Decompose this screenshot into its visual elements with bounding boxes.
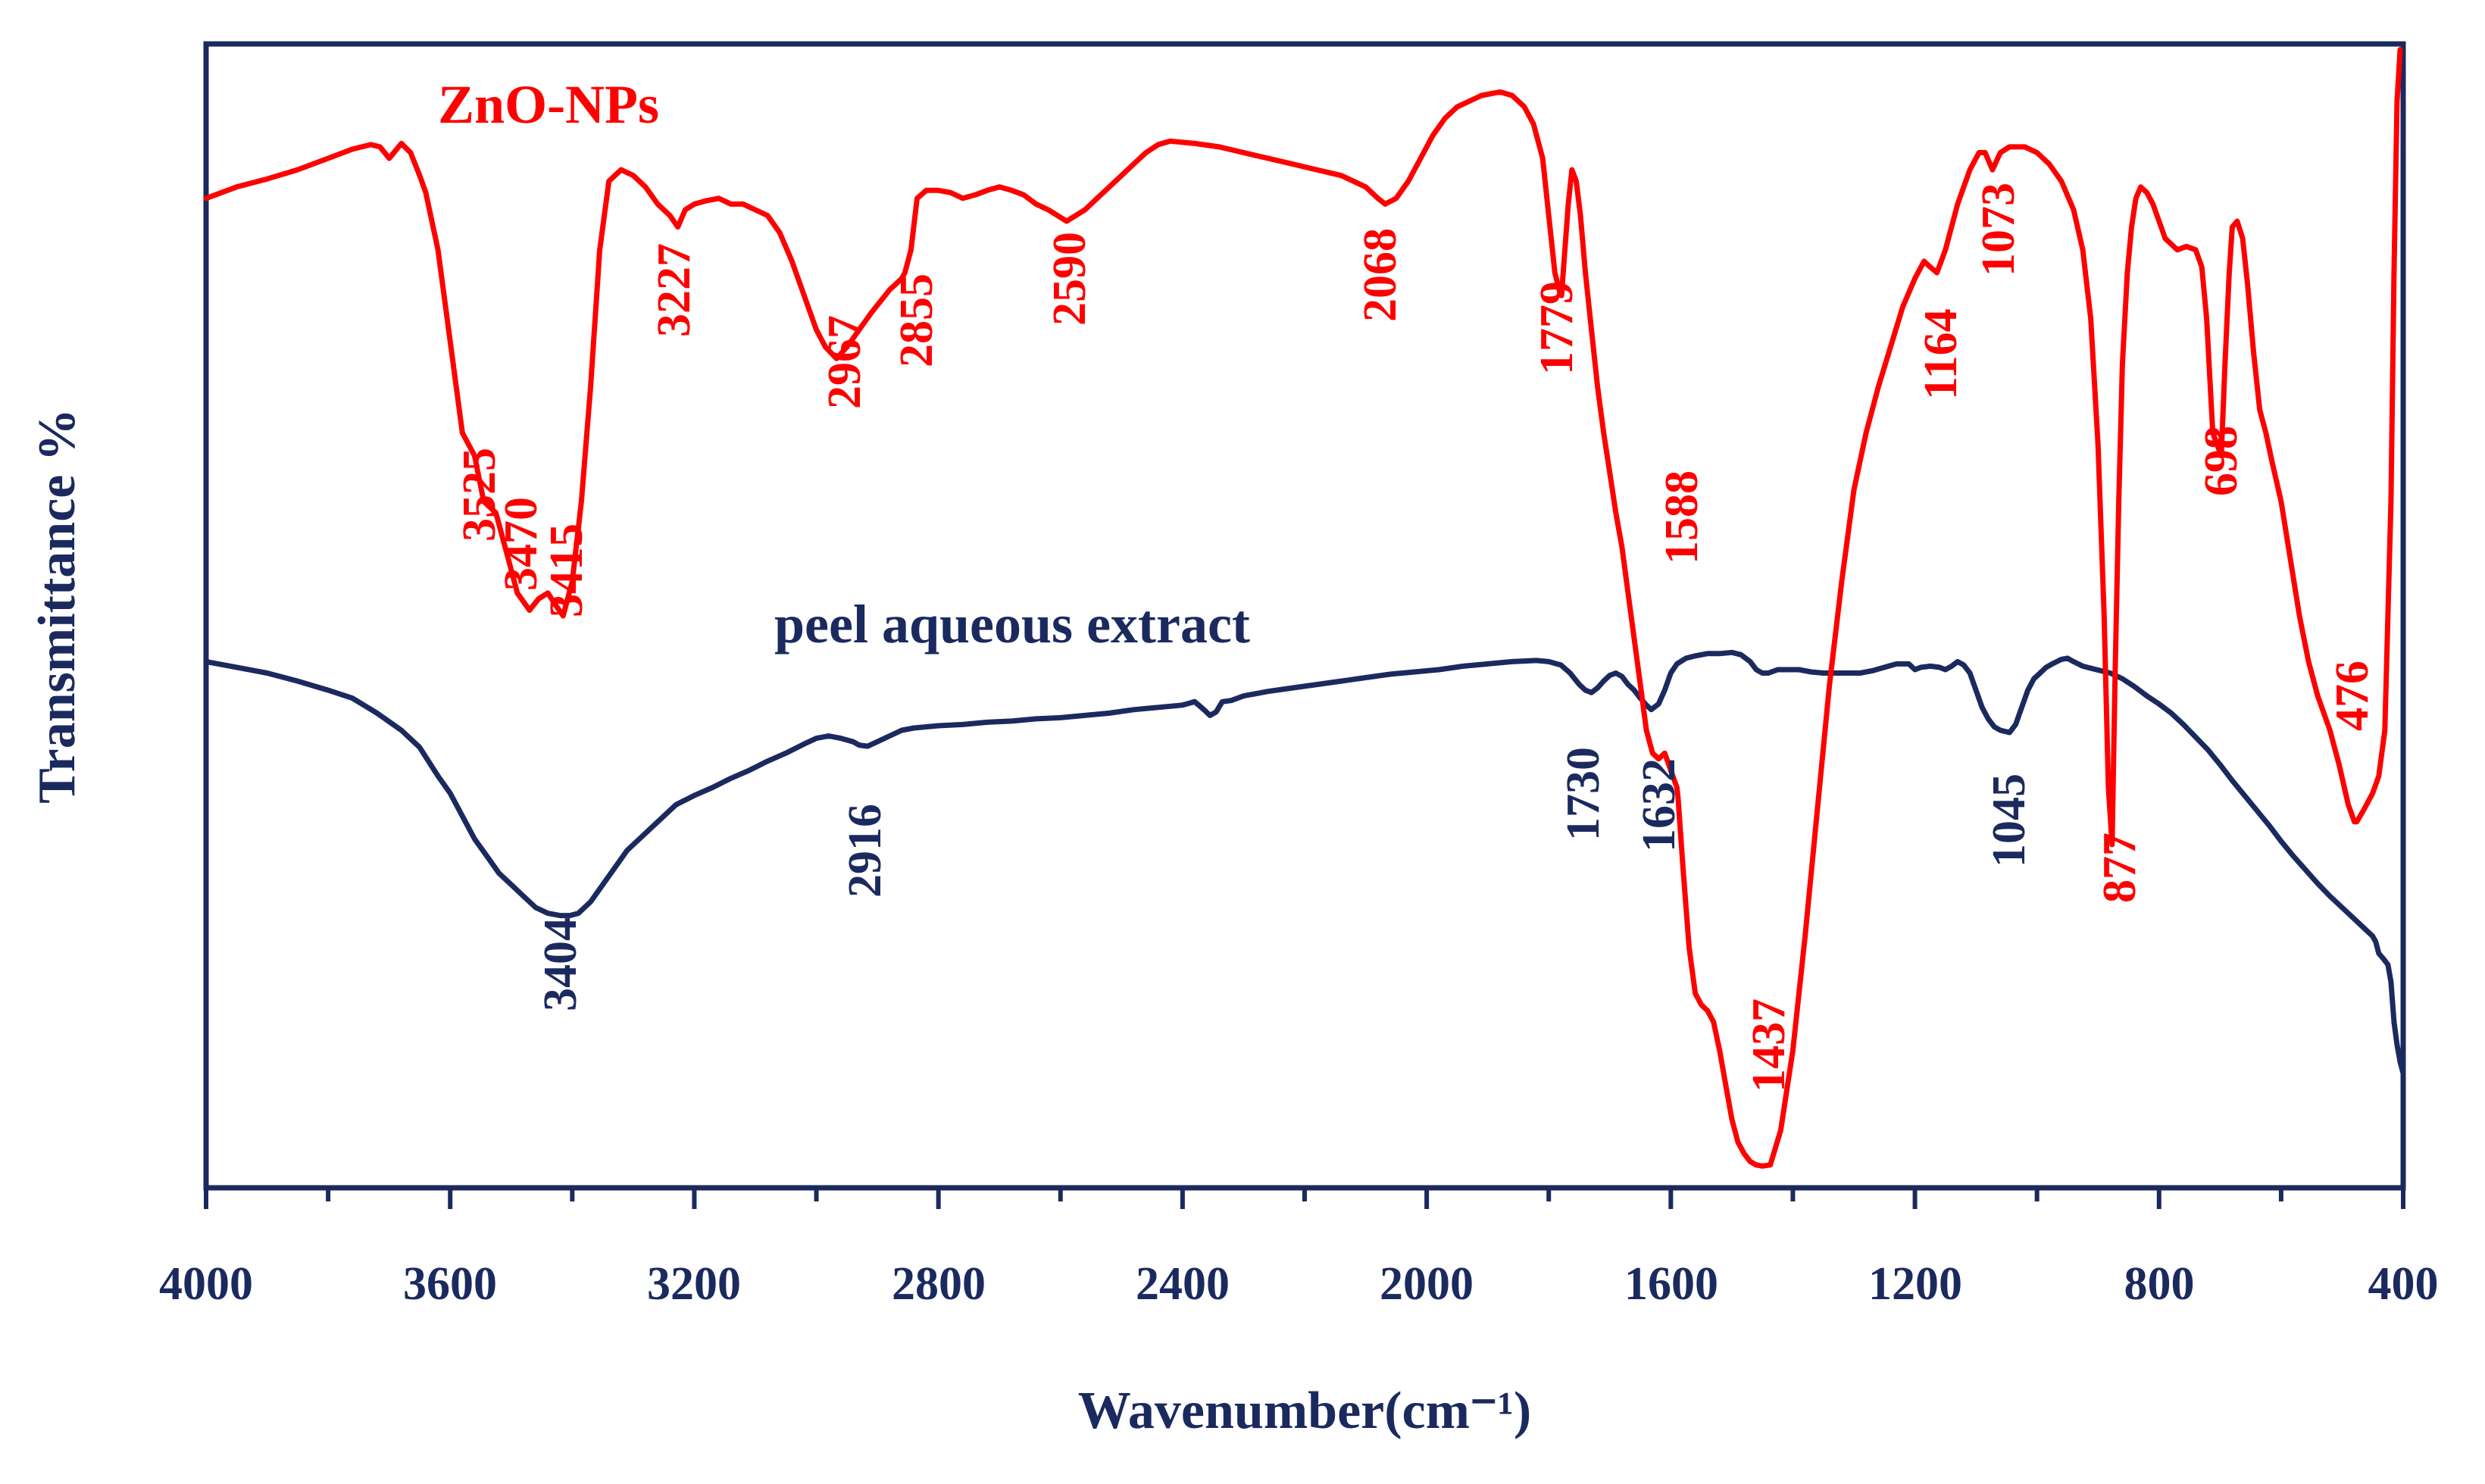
series-line-peel-aqueous-extract: [203, 649, 2406, 1076]
peak-label: 2068: [1355, 228, 1406, 322]
peak-label: 3227: [649, 243, 700, 337]
zno-peak-labels: 3525 3470 3415 3227 2967 2855 2590 2068 …: [454, 183, 2378, 1092]
x-tick-label: 1600: [1624, 1258, 1718, 1310]
x-axis-tick-labels: 4000 3600 3200 2800 2400 2000 1600 1200 …: [159, 1258, 2439, 1310]
peak-label: 2590: [1044, 232, 1096, 326]
peel-peak-labels: 3404 2916 1730 1632 1045: [535, 747, 2035, 1011]
peak-label: 698: [2196, 426, 2247, 496]
peak-label: 1437: [1743, 998, 1795, 1092]
x-tick-label: 4000: [159, 1258, 253, 1310]
peak-label: 2916: [839, 804, 891, 898]
x-tick-label: 2400: [1136, 1258, 1230, 1310]
peak-label: 1045: [1983, 773, 2035, 867]
peak-label: 3470: [495, 497, 547, 591]
peak-label: 877: [2094, 833, 2146, 903]
peak-label: 2855: [891, 273, 942, 367]
x-tick-label: 800: [2124, 1258, 2195, 1310]
peak-label: 3415: [541, 523, 592, 617]
peak-label: 2967: [819, 315, 871, 409]
peak-label: 476: [2327, 661, 2378, 731]
x-tick-label: 400: [2368, 1258, 2439, 1310]
x-tick-label: 1200: [1868, 1258, 1962, 1310]
x-axis-title: Wavenumber(cm⁻¹): [1078, 1382, 1531, 1440]
y-axis-title: Transmittance %: [28, 408, 86, 804]
peak-label: 3404: [535, 917, 586, 1011]
peak-label: 1779: [1531, 281, 1583, 375]
x-tick-label: 3200: [647, 1258, 741, 1310]
x-tick-label: 2000: [1380, 1258, 1474, 1310]
peak-label: 3525: [454, 448, 505, 542]
x-tick-label: 3600: [403, 1258, 497, 1310]
peak-label: 1164: [1915, 308, 1967, 400]
series-label-zno-nps: ZnO-NPs: [438, 74, 659, 135]
peak-label: 1632: [1633, 758, 1685, 852]
x-axis-ticks: [204, 1188, 2405, 1209]
series-line-zno-nps: [203, 47, 2403, 1169]
series-label-peel-aqueous-extract: peel aqueous extract: [774, 594, 1250, 655]
peak-label: 1073: [1973, 183, 2024, 276]
peak-label: 1730: [1558, 747, 1609, 841]
x-tick-label: 2800: [892, 1258, 986, 1310]
peak-label: 1588: [1656, 470, 1708, 564]
